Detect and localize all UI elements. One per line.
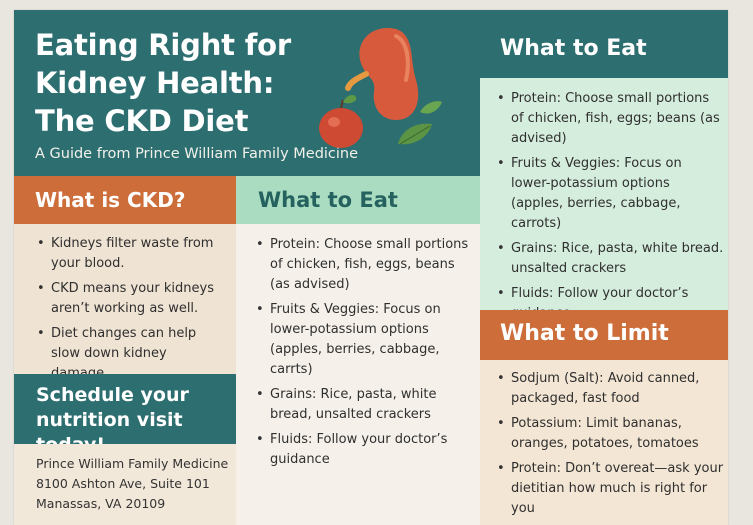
list-item: Protein: Choose small portions of chicke… (255, 235, 473, 295)
address-line: 8100 Ashton Ave, Suite 101 (36, 476, 210, 491)
kidney-apple-illustration (319, 28, 442, 148)
list-item: Fluids: Follow your doctor’s guidance (255, 430, 473, 470)
what-to-eat-list-middle: Protein: Choose small portions of chicke… (255, 235, 473, 475)
list-item: Kidneys filter waste from your blood. (36, 234, 226, 274)
list-item: CKD means your kidneys aren’t working as… (36, 279, 226, 319)
header-banner: Eating Right for Kidney Health: The CKD … (14, 10, 480, 176)
list-item: Potassium: Limit bananas, oranges, potat… (496, 414, 724, 454)
kidney-icon (345, 28, 419, 120)
clinic-address: Prince William Family Medicine 8100 Asht… (36, 454, 228, 514)
flyer: Eating Right for Kidney Health: The CKD … (14, 10, 728, 525)
address-line: Prince William Family Medicine (36, 456, 229, 471)
list-item: Grains: Rice, pasta, white bread, unsalt… (255, 385, 473, 425)
what-to-limit-heading: What to Limit (480, 310, 728, 360)
what-to-eat-heading-middle: What to Eat (236, 176, 480, 224)
page-title: Eating Right for Kidney Health: The CKD … (35, 28, 291, 138)
what-to-limit-list: Sodjum (Salt): Avoid canned, packaged, f… (496, 369, 724, 524)
list-item: Protein: Don’t overeat—ask your dietitia… (496, 459, 724, 519)
what-is-ckd-heading: What is CKD? (14, 176, 236, 224)
page-subtitle: A Guide from Prince William Family Medic… (35, 146, 359, 162)
list-item: Protein: Choose small portions of chicke… (496, 89, 724, 149)
list-item: Grains: Rice, pasta, white bread. unsalt… (496, 239, 724, 279)
address-line: Manassas, VA 20109 (36, 496, 166, 511)
list-item: Sodjum (Salt): Avoid canned, packaged, f… (496, 369, 724, 409)
leaf-icon (398, 101, 442, 145)
address-panel (14, 444, 236, 525)
schedule-heading: Schedule your nutrition visit today! (14, 374, 236, 456)
what-is-ckd-list: Kidneys filter waste from your blood. CK… (36, 234, 226, 389)
what-to-eat-list-right: Protein: Choose small portions of chicke… (496, 89, 724, 329)
list-item: Fruits & Veggies: Focus on lower-potassi… (496, 154, 724, 234)
apple-icon (319, 95, 363, 148)
list-item: Fruits & Veggies: Focus on lower-potassi… (255, 300, 473, 380)
what-to-eat-heading-right: What to Eat (480, 10, 728, 78)
